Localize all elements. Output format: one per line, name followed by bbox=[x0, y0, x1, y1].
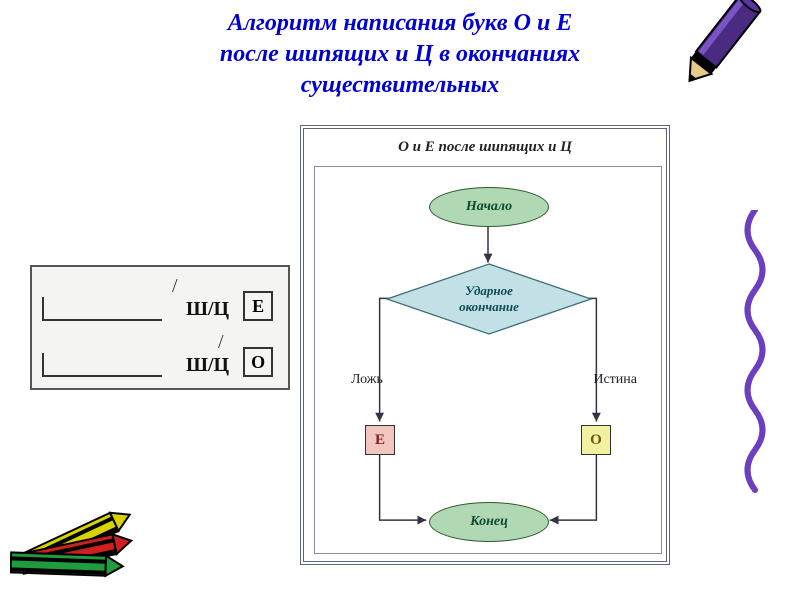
flow-end-label: Конец bbox=[470, 514, 508, 530]
rule-reference-panel: / Ш/Ц Е / Ш/Ц О bbox=[30, 265, 290, 390]
word-floor bbox=[42, 297, 162, 321]
consonant-label: Ш/Ц bbox=[186, 354, 229, 377]
flowchart-panel: О и Е после шипящих и Ц Начало bbox=[300, 125, 670, 565]
accent-mark: / bbox=[172, 275, 178, 298]
flow-end: Конец bbox=[429, 502, 549, 542]
squiggle-icon bbox=[735, 210, 775, 500]
title-line-3: существительных bbox=[301, 72, 500, 98]
flow-decision: Ударноеокончание bbox=[385, 262, 593, 336]
title-line-2: после шипящих и Ц в окончаниях bbox=[220, 41, 580, 67]
flow-result-e: Е bbox=[365, 425, 395, 455]
title-line-1: Алгоритм написания букв О и Е bbox=[228, 10, 573, 36]
flow-start-label: Начало bbox=[466, 199, 512, 215]
word-floor bbox=[42, 353, 162, 377]
rule-row-e: / Ш/Ц Е bbox=[42, 279, 278, 321]
pencil-icon bbox=[665, 0, 775, 100]
rule-row-o: / Ш/Ц О bbox=[42, 335, 278, 377]
flow-decision-label: Ударноеокончание bbox=[385, 262, 593, 336]
consonant-label: Ш/Ц bbox=[186, 298, 229, 321]
letter-box-e: Е bbox=[243, 291, 273, 321]
flow-false-label: Ложь bbox=[351, 372, 383, 388]
flow-start: Начало bbox=[429, 187, 549, 227]
letter-box-o: О bbox=[243, 347, 273, 377]
flow-true-label: Истина bbox=[593, 372, 637, 388]
accent-mark: / bbox=[218, 331, 224, 354]
flowchart-canvas: Начало Ударноеокончание Ложь Истина Е О … bbox=[314, 166, 662, 554]
flow-result-o: О bbox=[581, 425, 611, 455]
flowchart-title: О и Е после шипящих и Ц bbox=[304, 129, 666, 162]
crayons-icon bbox=[10, 470, 160, 590]
